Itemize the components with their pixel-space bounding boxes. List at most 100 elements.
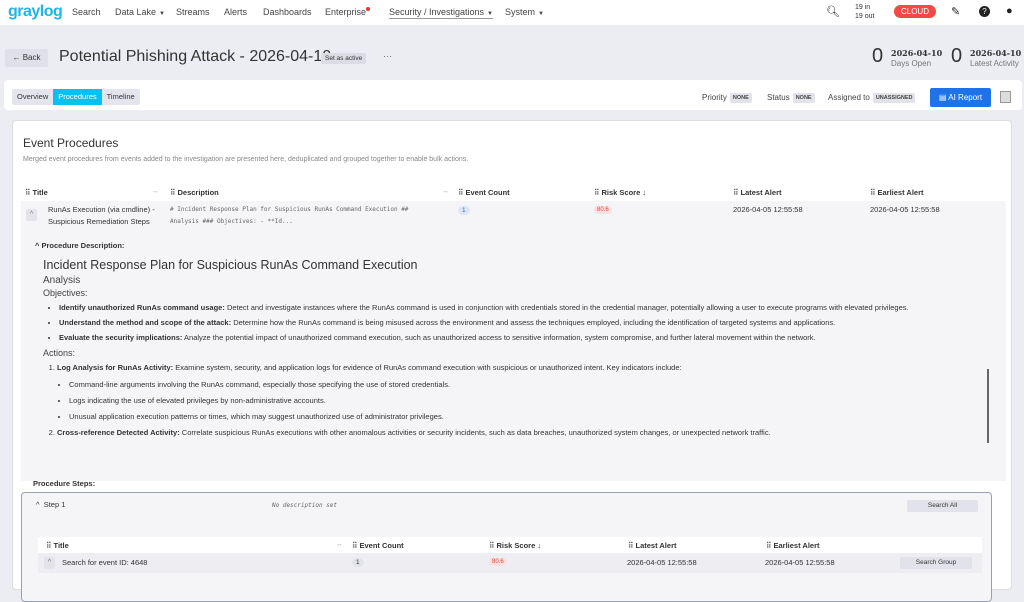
list-item: Evaluate the security implications: Anal… bbox=[59, 333, 973, 343]
column-header-earliest-alert[interactable]: ⠿ Earliest Alert bbox=[870, 188, 924, 197]
collapse-row-button[interactable]: ^ bbox=[26, 209, 37, 221]
search-all-button[interactable]: Search All bbox=[907, 500, 978, 512]
item-bold: Identify unauthorized RunAs command usag… bbox=[59, 303, 225, 312]
sub-list-item: Unusual application execution patterns o… bbox=[69, 412, 973, 422]
assignee-field[interactable]: Assigned to UNASSIGNED bbox=[828, 93, 916, 103]
nav-label: Security / Investigations bbox=[389, 7, 485, 17]
column-header-latest-alert[interactable]: ⠿ Latest Alert bbox=[733, 188, 781, 197]
drag-handle-icon[interactable]: ⠿ bbox=[458, 188, 463, 197]
event-count-badge: 1 bbox=[458, 206, 470, 215]
desc-line: # Incident Response Plan for Suspicious … bbox=[170, 206, 409, 213]
scrollbar[interactable] bbox=[987, 369, 989, 443]
resize-handle-icon[interactable]: ↔ bbox=[152, 188, 159, 195]
procedure-description-toggle[interactable]: ^ Procedure Description: bbox=[35, 241, 124, 250]
page-title: Potential Phishing Attack - 2026-04-10 bbox=[59, 48, 332, 65]
status-field[interactable]: Status NONE bbox=[767, 93, 815, 103]
document-icon: ▤ bbox=[938, 93, 949, 102]
column-label: Earliest Alert bbox=[877, 188, 924, 197]
column-header-event-count[interactable]: ⠿ Event Count bbox=[458, 188, 510, 197]
nav-dashboards[interactable]: Dashboards bbox=[263, 7, 312, 17]
column-label: Latest Alert bbox=[740, 188, 782, 197]
edit-icon[interactable]: ✎ bbox=[951, 6, 961, 18]
priority-badge: NONE bbox=[729, 93, 752, 103]
resize-handle-icon[interactable]: ↔ bbox=[336, 541, 343, 548]
status-label: Status bbox=[767, 93, 790, 102]
cloud-badge: CLOUD bbox=[894, 5, 936, 18]
drag-handle-icon[interactable]: ⠿ bbox=[46, 541, 51, 550]
drag-handle-icon[interactable]: ⠿ bbox=[489, 541, 494, 550]
nav-data-lake[interactable]: Data Lake ▼ bbox=[115, 7, 165, 17]
nav-search[interactable]: Search bbox=[72, 7, 101, 17]
column-header-earliest-alert[interactable]: ⠿ Earliest Alert bbox=[766, 541, 820, 550]
nav-label: Streams bbox=[176, 7, 210, 17]
column-header-risk-score[interactable]: ⠿ Risk Score ↓ bbox=[594, 188, 646, 197]
tabs: Overview Procedures Timeline bbox=[12, 89, 140, 105]
toolbar: Overview Procedures Timeline Priority NON… bbox=[4, 80, 1022, 110]
tab-timeline[interactable]: Timeline bbox=[106, 92, 135, 101]
column-label: Latest Alert bbox=[635, 541, 677, 550]
column-header-description[interactable]: ⠿ Description bbox=[170, 188, 219, 197]
nav-streams[interactable]: Streams bbox=[176, 7, 210, 17]
item-bold: Cross-reference Detected Activity: bbox=[57, 428, 180, 437]
event-count-badge: 1 bbox=[352, 558, 364, 567]
nav-security-investigations[interactable]: Security / Investigations ▼ bbox=[389, 7, 493, 19]
drag-handle-icon[interactable]: ⠿ bbox=[733, 188, 738, 197]
graylog-logo[interactable]: graylog bbox=[8, 3, 63, 20]
sort-desc-icon[interactable]: ↓ bbox=[642, 188, 647, 197]
drag-handle-icon[interactable]: ⠿ bbox=[628, 541, 633, 550]
item-text: Determine how the RunAs command is being… bbox=[231, 318, 836, 327]
step-description: No description set bbox=[272, 502, 338, 509]
markdown-content: Incident Response Plan for Suspicious Ru… bbox=[43, 258, 973, 443]
caret-down-icon: ▼ bbox=[538, 11, 544, 17]
sub-list-item: Logs indicating the use of elevated priv… bbox=[69, 396, 973, 406]
column-header-latest-alert[interactable]: ⠿ Latest Alert bbox=[628, 541, 676, 550]
user-icon[interactable]: ● bbox=[1006, 5, 1013, 17]
tab-overview[interactable]: Overview bbox=[17, 92, 49, 101]
drag-handle-icon[interactable]: ⠿ bbox=[766, 541, 771, 550]
tab-procedures[interactable]: Procedures bbox=[53, 89, 102, 105]
column-header-title[interactable]: ⠿ Title bbox=[25, 188, 48, 197]
assignee-badge: UNASSIGNED bbox=[872, 93, 916, 103]
nav-label: Alerts bbox=[224, 7, 248, 17]
search-icon[interactable]: 🔍︎ bbox=[826, 6, 840, 18]
column-label: Title bbox=[32, 188, 48, 197]
priority-field[interactable]: Priority NONE bbox=[702, 93, 752, 103]
side-panel-toggle-icon[interactable] bbox=[1000, 91, 1011, 103]
drag-handle-icon[interactable]: ⠿ bbox=[25, 188, 30, 197]
latest-alert: 2026-04-05 12:55:58 bbox=[733, 205, 803, 214]
back-button[interactable]: ← Back bbox=[5, 49, 48, 67]
ai-report-button[interactable]: ▤ AI Report bbox=[930, 88, 991, 107]
nav-system[interactable]: System ▼ bbox=[505, 7, 544, 17]
objectives-list: Identify unauthorized RunAs command usag… bbox=[59, 303, 973, 343]
stat-value: 0 bbox=[951, 45, 963, 67]
drag-handle-icon[interactable]: ⠿ bbox=[594, 188, 599, 197]
priority-label: Priority bbox=[702, 93, 727, 102]
help-icon[interactable]: ? bbox=[979, 6, 990, 17]
chevron-up-icon: ^ bbox=[36, 500, 44, 509]
drag-handle-icon[interactable]: ⠿ bbox=[870, 188, 875, 197]
nav-enterprise[interactable]: Enterprise bbox=[325, 7, 371, 17]
stat-label: Days Open bbox=[891, 59, 932, 68]
drag-handle-icon[interactable]: ⠿ bbox=[352, 541, 357, 550]
table-row[interactable]: ^ RunAs Execution (via cmdline) - Suspici… bbox=[21, 201, 1006, 231]
title-line: Suspicious Remediation Steps bbox=[48, 217, 150, 226]
more-actions-button[interactable]: ··· bbox=[383, 51, 392, 61]
drag-handle-icon[interactable]: ⠿ bbox=[170, 188, 175, 197]
set-active-button[interactable]: Set as active bbox=[321, 53, 367, 64]
nav-alerts[interactable]: Alerts bbox=[224, 7, 247, 17]
latest-alert: 2026-04-05 12:55:58 bbox=[627, 558, 697, 567]
item-text: Correlate suspicious RunAs executions wi… bbox=[179, 428, 771, 437]
resize-handle-icon[interactable]: ↔ bbox=[442, 188, 449, 195]
step-toggle[interactable]: ^ Step 1 bbox=[36, 499, 65, 511]
expand-row-button[interactable]: ^ bbox=[44, 557, 55, 569]
caret-down-icon: ▼ bbox=[159, 11, 165, 17]
item-bold: Evaluate the security implications: bbox=[59, 333, 183, 342]
sort-desc-icon[interactable]: ↓ bbox=[537, 541, 542, 550]
search-group-button[interactable]: Search Group bbox=[900, 557, 972, 569]
throughput[interactable]: 19 in 19 out bbox=[855, 3, 874, 21]
column-header-title[interactable]: ⠿ Title bbox=[46, 541, 69, 550]
table-row[interactable]: ^ Search for event ID: 4648 1 80.6 2026-… bbox=[38, 553, 982, 573]
column-header-event-count[interactable]: ⠿ Event Count bbox=[352, 541, 404, 550]
step-table-header: ⠿ Title ↔ ⠿ Event Count ⠿ Risk Score ↓ ⠿ Lat… bbox=[38, 537, 982, 553]
column-header-risk-score[interactable]: ⠿ Risk Score ↓ bbox=[489, 541, 541, 550]
